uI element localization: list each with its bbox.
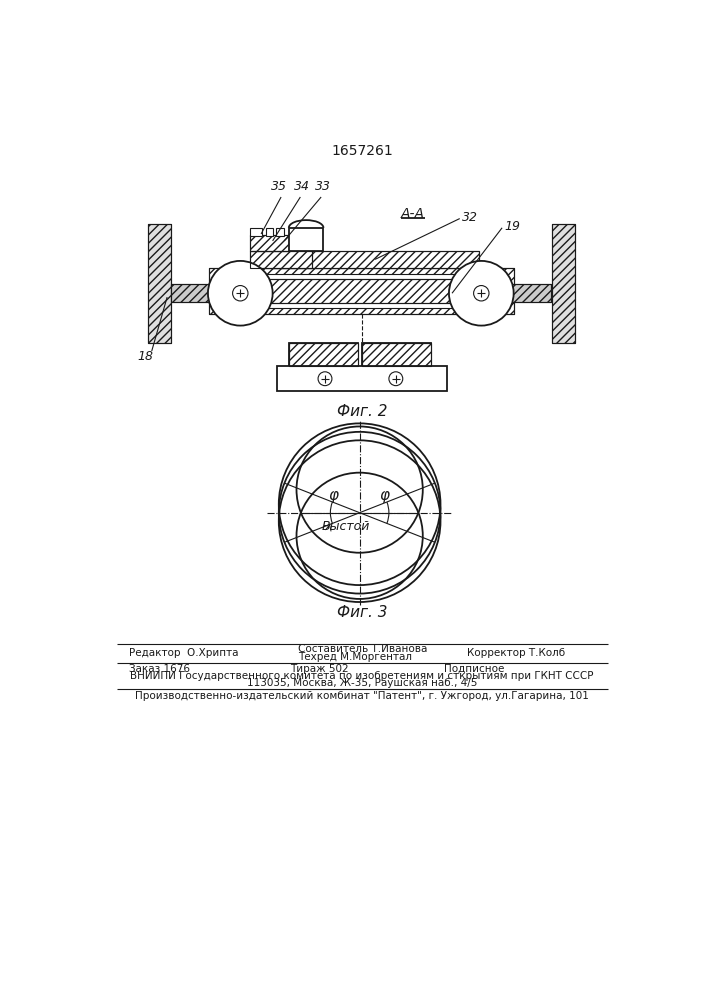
Circle shape	[279, 432, 440, 594]
Text: А-А: А-А	[402, 207, 425, 221]
Bar	[209, 268, 514, 314]
Bar	[288, 343, 358, 366]
Bar	[277, 366, 447, 391]
Text: $\varphi$: $\varphi$	[379, 489, 391, 505]
Bar	[209, 268, 514, 314]
Bar	[171, 284, 240, 302]
Bar	[271, 251, 479, 268]
Text: 35: 35	[271, 180, 287, 193]
Bar	[362, 343, 431, 366]
Bar	[288, 343, 358, 366]
Bar	[552, 224, 575, 343]
Text: 32: 32	[462, 211, 478, 224]
Text: Выстой: Выстой	[322, 520, 370, 533]
Text: 33: 33	[315, 180, 331, 193]
Text: Редактор  О.Хрипта: Редактор О.Хрипта	[129, 648, 238, 658]
Circle shape	[208, 261, 273, 326]
Bar	[259, 279, 467, 303]
Bar	[148, 224, 171, 343]
Circle shape	[449, 261, 514, 326]
Bar	[259, 279, 467, 303]
Text: Техред М.Моргентал: Техред М.Моргентал	[298, 652, 412, 662]
Bar	[266, 228, 274, 235]
Bar	[250, 228, 262, 235]
Text: Фиг. 2: Фиг. 2	[337, 404, 387, 419]
Text: $\varphi$: $\varphi$	[328, 489, 340, 505]
Bar	[148, 224, 171, 343]
Bar	[362, 343, 431, 366]
Text: 1657261: 1657261	[331, 144, 393, 158]
Bar	[481, 284, 551, 302]
Bar	[481, 284, 551, 302]
Bar	[288, 228, 324, 251]
Bar	[250, 251, 312, 268]
Bar	[288, 343, 358, 366]
Text: Производственно-издательский комбинат "Патент", г. Ужгород, ул.Гагарина, 101: Производственно-издательский комбинат "П…	[135, 691, 589, 701]
Text: 34: 34	[294, 180, 310, 193]
Bar	[171, 284, 240, 302]
Bar	[362, 343, 431, 366]
Text: Заказ 1676: Заказ 1676	[129, 664, 189, 674]
Bar	[250, 251, 312, 268]
Text: 18: 18	[138, 350, 153, 363]
Text: ВНИИПИ Государственного комитета по изобретениям и сткрытиям при ГКНТ СССР: ВНИИПИ Государственного комитета по изоб…	[130, 671, 594, 681]
Bar	[250, 235, 288, 251]
Text: Составитель Т.Иванова: Составитель Т.Иванова	[298, 644, 428, 654]
Bar	[552, 224, 575, 343]
Text: 113035, Москва, Ж-35, Раушская наб., 4/5: 113035, Москва, Ж-35, Раушская наб., 4/5	[247, 678, 477, 688]
Text: Тираж 502: Тираж 502	[291, 664, 349, 674]
Text: Корректор Т.Колб: Корректор Т.Колб	[467, 648, 566, 658]
Text: Подписное: Подписное	[444, 664, 505, 674]
Bar	[276, 228, 284, 235]
Bar	[225, 274, 498, 308]
Bar	[250, 235, 288, 251]
Bar	[271, 251, 479, 268]
Text: 19: 19	[504, 220, 520, 233]
Text: Фиг. 3: Фиг. 3	[337, 605, 387, 620]
